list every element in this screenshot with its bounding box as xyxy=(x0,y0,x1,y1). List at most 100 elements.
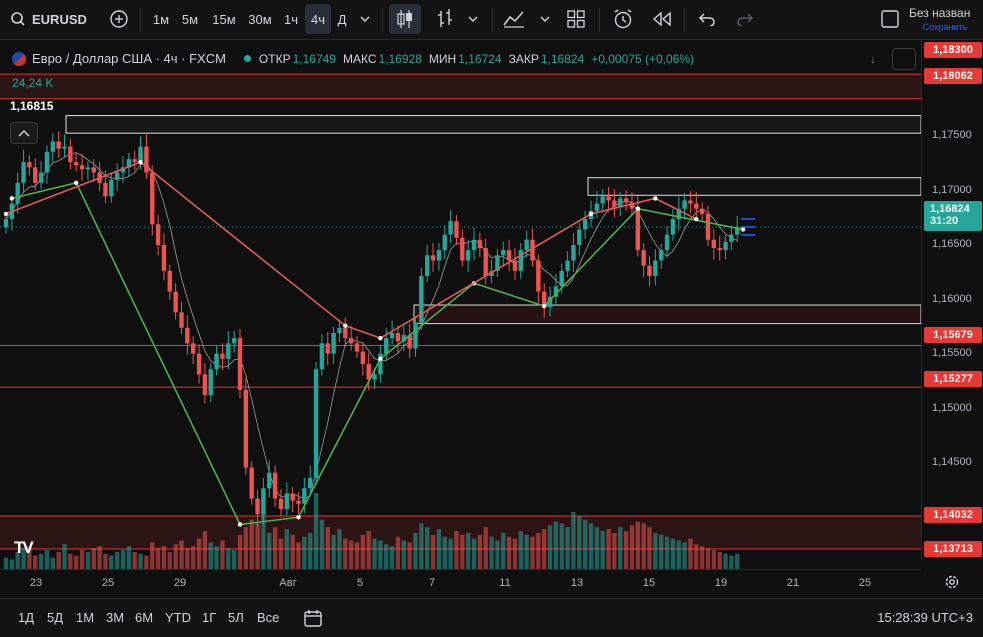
layouts-button[interactable] xyxy=(563,0,589,38)
price-scale[interactable]: 1,17500 1,17000 1,16500 1,16000 1,15500 … xyxy=(921,40,983,560)
volume-bar xyxy=(536,532,541,569)
volume-bars xyxy=(3,493,740,569)
volume-bar xyxy=(495,540,500,569)
volume-bar xyxy=(653,532,658,569)
legend-title[interactable]: Евро / Доллар США · 4ч · FXCM xyxy=(32,51,226,66)
open-value: 1,16749 xyxy=(292,51,336,66)
indicators-button[interactable] xyxy=(501,0,527,38)
interval-30m[interactable]: 30м xyxy=(244,0,276,38)
interval-1d[interactable]: Д xyxy=(334,0,350,38)
tradingview-logo[interactable]: TV xyxy=(14,538,34,557)
volume-bar xyxy=(284,529,289,569)
grid-layout-icon xyxy=(567,10,585,28)
clock-timezone[interactable]: 15:28:39 UTC+3 xyxy=(877,610,973,625)
volume-bar xyxy=(79,550,85,569)
interval-dropdown[interactable] xyxy=(356,0,374,38)
range-ytd[interactable]: YTD xyxy=(165,610,191,625)
fullscreen-checkbox[interactable] xyxy=(878,0,902,38)
chart-type-dropdown[interactable] xyxy=(464,0,482,38)
go-to-date-button[interactable] xyxy=(303,608,323,633)
candle-body xyxy=(261,488,266,515)
range-5y[interactable]: 5Л xyxy=(228,610,244,625)
volume-bar xyxy=(717,551,722,569)
range-3m[interactable]: 3М xyxy=(106,610,125,625)
volume-bar xyxy=(150,542,155,569)
volume-bar xyxy=(372,538,377,569)
candle-body xyxy=(454,221,459,238)
volume-bar xyxy=(296,542,301,569)
legend-more-button[interactable] xyxy=(892,48,916,70)
candle-body xyxy=(723,241,728,251)
chart-settings-button[interactable] xyxy=(944,574,960,595)
price-tick: 1,16500 xyxy=(932,238,972,250)
candle-body xyxy=(483,248,488,277)
interval-1m[interactable]: 1м xyxy=(149,0,173,38)
zigzag-point xyxy=(694,216,699,222)
volume-bar xyxy=(705,548,711,569)
candle-body xyxy=(155,224,161,245)
volume-bar xyxy=(313,493,319,569)
candle-body xyxy=(407,335,412,349)
layout-save-status[interactable]: Сохранить xyxy=(922,22,968,32)
volume-bar xyxy=(735,553,740,569)
bars-chart-type-button[interactable] xyxy=(432,0,458,38)
candle-body xyxy=(518,250,523,271)
volume-bar xyxy=(354,542,360,569)
symbol-search[interactable]: EURUSD xyxy=(10,0,90,38)
price-tick: 1,17000 xyxy=(932,184,972,196)
volume-bar xyxy=(249,519,254,569)
range-1m[interactable]: 1М xyxy=(76,610,95,625)
range-5d[interactable]: 5Д xyxy=(47,610,64,625)
volume-bar xyxy=(231,550,237,569)
volume-bar xyxy=(577,515,582,569)
interval-1h[interactable]: 1ч xyxy=(280,0,302,38)
candle-body xyxy=(676,208,681,220)
alarm-clock-icon xyxy=(614,9,632,29)
time-tick: 13 xyxy=(570,577,584,589)
volume-bar xyxy=(436,529,442,569)
volume-bar xyxy=(325,527,330,569)
candle-body xyxy=(600,196,605,204)
redo-button[interactable] xyxy=(732,0,758,38)
arrow-down-icon[interactable]: ↓ xyxy=(870,52,876,66)
range-1y[interactable]: 1Г xyxy=(202,610,217,625)
search-icon xyxy=(11,12,25,26)
interval-4h[interactable]: 4ч xyxy=(305,4,331,34)
zigzag-point xyxy=(378,335,383,341)
indicators-dropdown[interactable] xyxy=(536,0,554,38)
interval-15m[interactable]: 15м xyxy=(208,0,240,38)
candle-body xyxy=(711,239,717,249)
interval-5m[interactable]: 5м xyxy=(177,0,203,38)
close-value: 1,16824 xyxy=(540,51,585,66)
range-1d[interactable]: 1Д xyxy=(18,610,35,625)
volume-bar xyxy=(21,548,26,569)
range-6m[interactable]: 6М xyxy=(135,610,154,625)
layout-name[interactable]: Без назван xyxy=(909,6,971,20)
candle-body xyxy=(413,322,418,349)
alert-button[interactable] xyxy=(609,0,637,38)
candle-body xyxy=(144,146,149,173)
candle-body xyxy=(103,182,108,197)
chart-pane[interactable]: Евро / Доллар США · 4ч · FXCM ОТКР 1,1674… xyxy=(0,40,983,598)
candle-body xyxy=(56,141,61,149)
volume-bar xyxy=(688,538,693,569)
volume-bar xyxy=(278,538,284,569)
volume-bar xyxy=(337,529,342,569)
volume-bar xyxy=(419,523,424,569)
volume-bar xyxy=(97,546,102,569)
candlestick-chart[interactable] xyxy=(0,40,921,569)
candle-body xyxy=(477,239,483,249)
candle-body xyxy=(419,276,424,323)
range-all[interactable]: Все xyxy=(257,610,280,625)
collapse-legend-button[interactable] xyxy=(10,122,38,144)
divider xyxy=(492,8,493,32)
candles-chart-type-button[interactable] xyxy=(389,4,421,34)
undo-button[interactable] xyxy=(694,0,720,38)
volume-bar xyxy=(582,519,588,569)
time-scale[interactable]: 23 25 29 Авг 5 7 11 13 15 19 21 25 xyxy=(0,569,921,599)
zigzag-point xyxy=(343,323,348,328)
eur-usd-flag-icon xyxy=(12,51,26,66)
replay-button[interactable] xyxy=(648,0,676,38)
compare-symbol-button[interactable] xyxy=(106,0,132,38)
volume-bar xyxy=(501,532,506,569)
